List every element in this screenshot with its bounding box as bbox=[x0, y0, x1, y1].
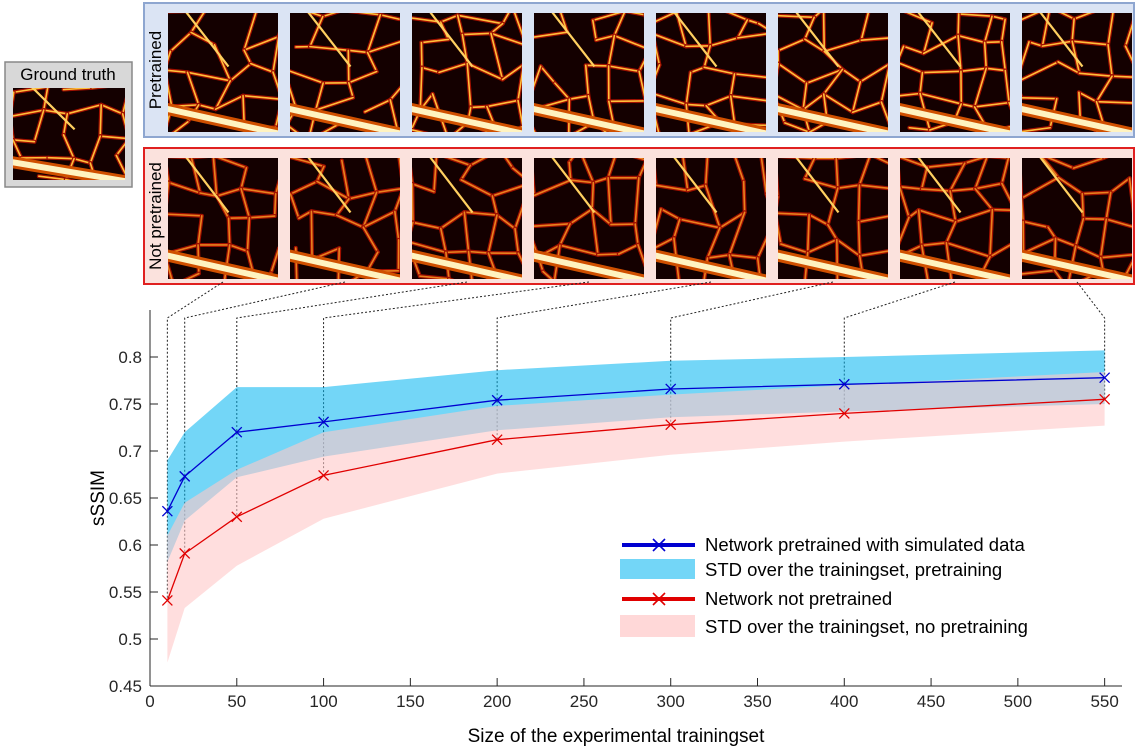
x-axis-label: Size of the experimental trainingset bbox=[468, 726, 765, 747]
x-tick-label: 150 bbox=[396, 692, 424, 711]
pretrained-row: Pretrained bbox=[144, 3, 1135, 142]
not-pretrained-thumbnail bbox=[527, 148, 653, 288]
legend-swatch-std-pretrained bbox=[620, 559, 695, 579]
pretrained-thumbnail bbox=[162, 5, 285, 141]
x-tick-label: 300 bbox=[657, 692, 685, 711]
y-tick-label: 0.45 bbox=[109, 677, 142, 696]
y-tick-label: 0.7 bbox=[118, 442, 142, 461]
x-tick-label: 50 bbox=[227, 692, 246, 711]
plot-area: 0 50 100 150 200 250 300 350 400 450 500 550 0.45 0.5… bbox=[88, 310, 1122, 747]
pretrained-thumbnail bbox=[283, 4, 408, 141]
not-pretrained-thumbnail bbox=[407, 149, 531, 289]
x-tick-label: 0 bbox=[145, 692, 154, 711]
pretrained-row-label: Pretrained bbox=[146, 31, 165, 109]
not-pretrained-thumbnail bbox=[286, 148, 404, 289]
not-pretrained-row: Not pretrained bbox=[144, 148, 1135, 290]
ground-truth-panel: Ground truth bbox=[5, 62, 132, 187]
y-axis-label: sSSIM bbox=[88, 470, 109, 526]
y-tick-label: 0.5 bbox=[118, 630, 142, 649]
pretrained-thumbnail bbox=[1014, 4, 1135, 137]
y-tick-label: 0.75 bbox=[109, 395, 142, 414]
ground-truth-image bbox=[9, 83, 131, 187]
x-tick-label: 100 bbox=[309, 692, 337, 711]
pretrained-thumbnail bbox=[896, 8, 1018, 135]
pretrained-thumbnail bbox=[408, 6, 527, 139]
y-tick-label: 0.55 bbox=[109, 583, 142, 602]
pretrained-thumbnail bbox=[525, 6, 650, 141]
x-tick-label: 400 bbox=[830, 692, 858, 711]
legend-label-std-not-pretrained: STD over the trainingset, no pretraining bbox=[705, 616, 1028, 637]
x-tick-label: 550 bbox=[1090, 692, 1118, 711]
not-pretrained-thumbnail bbox=[769, 154, 897, 288]
legend-label-not-pretrained: Network not pretrained bbox=[705, 588, 892, 609]
x-tick-label: 450 bbox=[917, 692, 945, 711]
x-tick-label: 250 bbox=[570, 692, 598, 711]
not-pretrained-thumbnail bbox=[1016, 150, 1135, 288]
not-pretrained-row-label: Not pretrained bbox=[146, 162, 165, 270]
pretrained-thumbnail bbox=[649, 4, 774, 140]
x-tick-label: 200 bbox=[483, 692, 511, 711]
not-pretrained-thumbnail bbox=[164, 155, 285, 290]
legend-label-std-pretrained: STD over the trainingset, pretraining bbox=[705, 559, 1002, 580]
legend-label-pretrained: Network pretrained with simulated data bbox=[705, 534, 1026, 555]
legend-swatch-std-not-pretrained bbox=[620, 615, 695, 637]
y-tick-label: 0.6 bbox=[118, 536, 142, 555]
y-tick-label: 0.65 bbox=[109, 489, 142, 508]
ground-truth-label: Ground truth bbox=[20, 65, 115, 84]
not-pretrained-thumbnail bbox=[892, 155, 1017, 290]
x-tick-label: 350 bbox=[743, 692, 771, 711]
pretrained-thumbnail bbox=[773, 7, 898, 135]
not-pretrained-thumbnail bbox=[646, 149, 775, 288]
ground-truth-thumbnail bbox=[9, 83, 131, 187]
x-tick-label: 500 bbox=[1004, 692, 1032, 711]
y-tick-label: 0.8 bbox=[118, 348, 142, 367]
legend: Network pretrained with simulated data S… bbox=[620, 534, 1028, 637]
